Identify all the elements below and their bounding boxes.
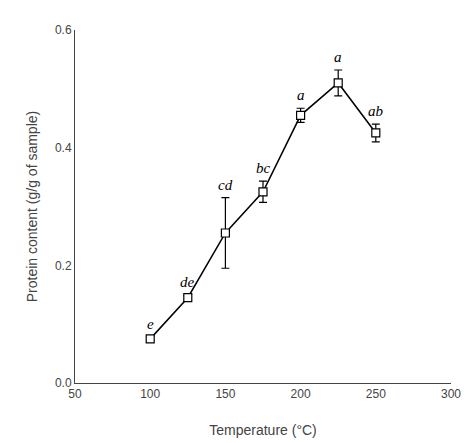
svg-text:ab: ab: [368, 103, 384, 119]
svg-text:0.6: 0.6: [55, 23, 72, 37]
svg-text:0.2: 0.2: [55, 259, 72, 273]
svg-text:150: 150: [215, 387, 235, 401]
svg-text:e: e: [147, 316, 154, 332]
svg-text:Protein content (g/g of sample: Protein content (g/g of sample): [24, 111, 40, 302]
svg-text:250: 250: [366, 387, 386, 401]
svg-text:a: a: [334, 49, 342, 65]
svg-text:de: de: [180, 274, 195, 290]
svg-text:0.0: 0.0: [55, 376, 72, 390]
svg-text:200: 200: [291, 387, 311, 401]
svg-text:cd: cd: [218, 177, 233, 193]
svg-text:50: 50: [68, 387, 82, 401]
svg-text:Temperature (°C): Temperature (°C): [209, 422, 317, 438]
svg-text:300: 300: [441, 387, 461, 401]
svg-text:100: 100: [140, 387, 160, 401]
svg-text:a: a: [297, 87, 305, 103]
svg-text:0.4: 0.4: [55, 141, 72, 155]
svg-text:bc: bc: [256, 160, 271, 176]
